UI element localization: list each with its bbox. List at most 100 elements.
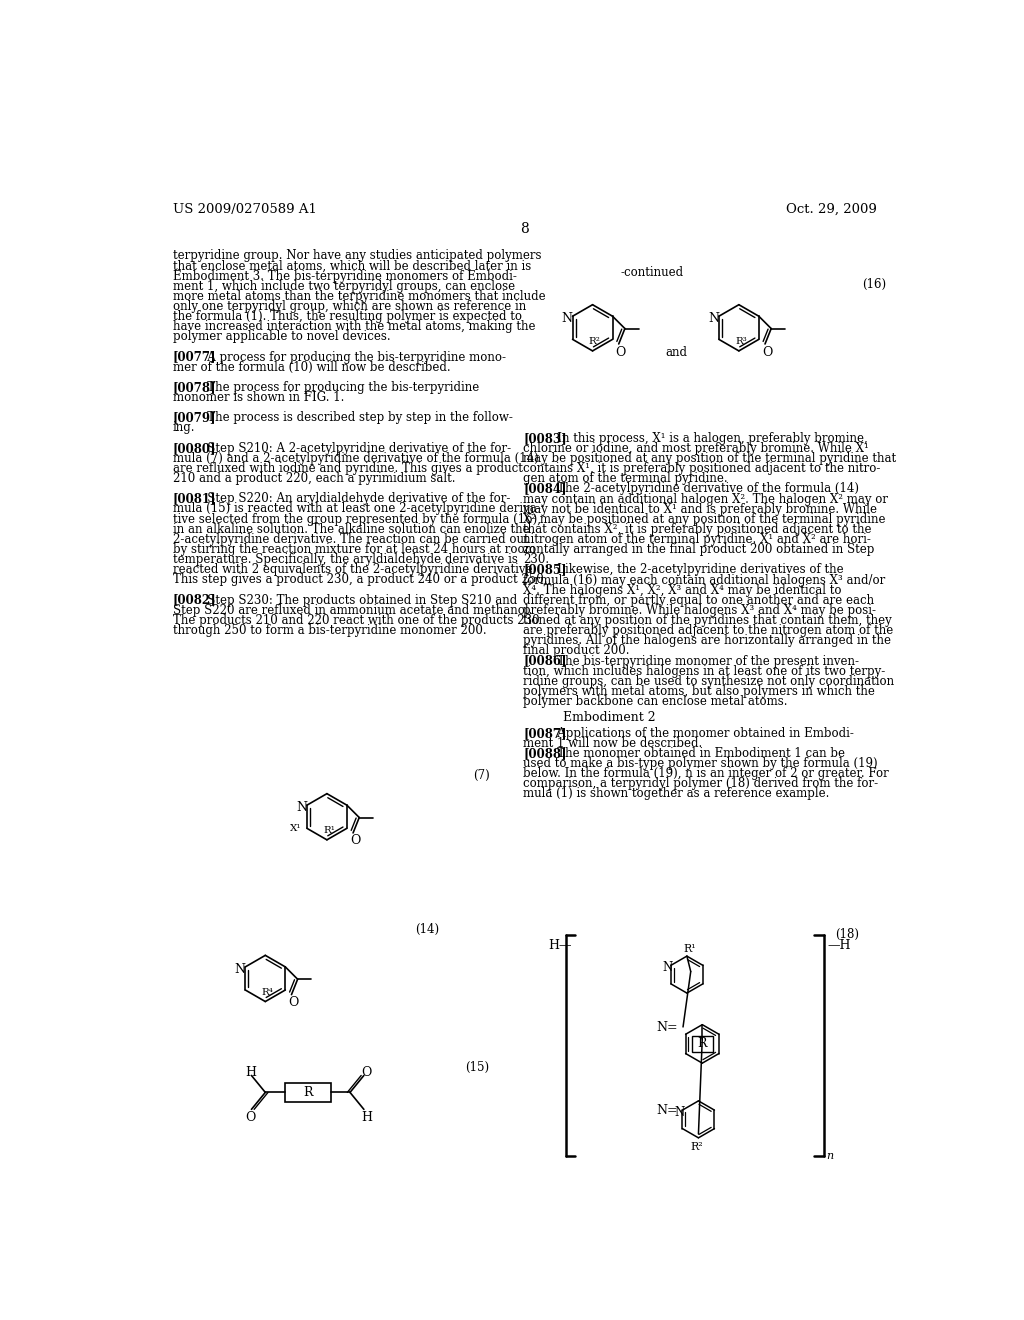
- Text: R³: R³: [735, 337, 746, 346]
- Text: 210 and a product 220, each a pyrimidium salt.: 210 and a product 220, each a pyrimidium…: [173, 473, 456, 484]
- Text: X⁴. The halogens X¹, X², X³ and X⁴ may be identical to: X⁴. The halogens X¹, X², X³ and X⁴ may b…: [523, 583, 842, 597]
- Text: H—: H—: [549, 940, 572, 952]
- Text: final product 200.: final product 200.: [523, 644, 630, 657]
- Text: (18): (18): [836, 928, 859, 941]
- Text: [0087]: [0087]: [523, 727, 566, 739]
- Text: O: O: [360, 1067, 371, 1080]
- Text: used to make a bis-type polymer shown by the formula (19): used to make a bis-type polymer shown by…: [523, 758, 878, 770]
- Text: O: O: [762, 346, 772, 359]
- Text: (7): (7): [473, 770, 489, 781]
- Text: X² may be positioned at any position of the terminal pyridine: X² may be positioned at any position of …: [523, 512, 886, 525]
- Text: comparison, a terpyridyl polymer (18) derived from the for-: comparison, a terpyridyl polymer (18) de…: [523, 777, 879, 791]
- Text: The monomer obtained in Embodiment 1 can be: The monomer obtained in Embodiment 1 can…: [547, 747, 846, 760]
- Text: polymers with metal atoms, but also polymers in which the: polymers with metal atoms, but also poly…: [523, 685, 876, 698]
- Text: N: N: [708, 313, 719, 326]
- Text: the formula (1). Thus, the resulting polymer is expected to: the formula (1). Thus, the resulting pol…: [173, 310, 522, 323]
- Text: The products 210 and 220 react with one of the products 230: The products 210 and 220 react with one …: [173, 614, 540, 627]
- Text: may not be identical to X¹ and is preferably bromine. While: may not be identical to X¹ and is prefer…: [523, 503, 878, 516]
- Text: Step S220 are refluxed in ammonium acetate and methanol.: Step S220 are refluxed in ammonium aceta…: [173, 603, 532, 616]
- Text: n: n: [826, 1151, 834, 1160]
- Text: R⁴: R⁴: [261, 987, 273, 997]
- Text: ridine groups, can be used to synthesize not only coordination: ridine groups, can be used to synthesize…: [523, 675, 894, 688]
- Text: and: and: [666, 346, 688, 359]
- Text: preferably bromine. While halogens X³ and X⁴ may be posi-: preferably bromine. While halogens X³ an…: [523, 603, 877, 616]
- Text: N: N: [663, 961, 673, 974]
- Text: by stirring the reaction mixture for at least 24 hours at room: by stirring the reaction mixture for at …: [173, 543, 536, 556]
- Text: The process is described step by step in the follow-: The process is described step by step in…: [196, 412, 513, 424]
- Text: X¹: X¹: [290, 824, 301, 833]
- Text: -continued: -continued: [621, 267, 683, 280]
- Text: N: N: [562, 313, 572, 326]
- Text: reacted with 2 equivalents of the 2-acetylpyridine derivative.: reacted with 2 equivalents of the 2-acet…: [173, 564, 537, 576]
- Text: mula (15) is reacted with at least one 2-acetylpyridine deriva-: mula (15) is reacted with at least one 2…: [173, 503, 541, 515]
- Text: tive selected from the group represented by the formula (16),: tive selected from the group represented…: [173, 512, 541, 525]
- Text: mula (7) and a 2-acetylpyridine derivative of the formula (14): mula (7) and a 2-acetylpyridine derivati…: [173, 451, 539, 465]
- Text: [0086]: [0086]: [523, 655, 566, 668]
- Text: Step S220: An aryldialdehyde derivative of the for-: Step S220: An aryldialdehyde derivative …: [196, 492, 510, 506]
- Text: chlorine or iodine, and most preferably bromine. While X¹: chlorine or iodine, and most preferably …: [523, 442, 869, 455]
- Text: ment 1 will now be described.: ment 1 will now be described.: [523, 737, 702, 750]
- Text: O: O: [289, 997, 299, 1010]
- Text: O: O: [615, 346, 626, 359]
- Text: Embodiment 3. The bis-terpyridine monomers of Embodi-: Embodiment 3. The bis-terpyridine monome…: [173, 269, 517, 282]
- Text: [0088]: [0088]: [523, 747, 566, 760]
- Text: that contains X², it is preferably positioned adjacent to the: that contains X², it is preferably posit…: [523, 523, 871, 536]
- Text: may be positioned at any position of the terminal pyridine that: may be positioned at any position of the…: [523, 451, 896, 465]
- Text: N: N: [296, 801, 307, 814]
- Text: The bis-terpyridine monomer of the present inven-: The bis-terpyridine monomer of the prese…: [547, 655, 859, 668]
- Text: The 2-acetylpyridine derivative of the formula (14): The 2-acetylpyridine derivative of the f…: [547, 482, 859, 495]
- Text: R: R: [697, 1038, 707, 1051]
- Text: The process for producing the bis-terpyridine: The process for producing the bis-terpyr…: [196, 381, 479, 393]
- Text: have increased interaction with the metal atoms, making the: have increased interaction with the meta…: [173, 321, 536, 333]
- Text: R¹: R¹: [683, 944, 695, 954]
- Text: R¹: R¹: [323, 826, 335, 836]
- Text: [0084]: [0084]: [523, 482, 566, 495]
- Bar: [285, 1084, 331, 1102]
- Bar: [691, 1036, 713, 1052]
- Text: [0083]: [0083]: [523, 432, 567, 445]
- Text: 8: 8: [520, 222, 529, 235]
- Text: —H: —H: [827, 940, 851, 952]
- Text: (14): (14): [416, 923, 439, 936]
- Text: [0077]: [0077]: [173, 351, 216, 363]
- Text: more metal atoms than the terpyridine monomers that include: more metal atoms than the terpyridine mo…: [173, 290, 546, 302]
- Text: tioned at any position of the pyridines that contain them, they: tioned at any position of the pyridines …: [523, 614, 892, 627]
- Text: only one terpyridyl group, which are shown as reference in: only one terpyridyl group, which are sho…: [173, 300, 526, 313]
- Text: A process for producing the bis-terpyridine mono-: A process for producing the bis-terpyrid…: [196, 351, 506, 363]
- Text: O: O: [350, 834, 360, 847]
- Text: temperature. Specifically, the aryldialdehyde derivative is: temperature. Specifically, the aryldiald…: [173, 553, 518, 566]
- Text: terpyridine group. Nor have any studies anticipated polymers: terpyridine group. Nor have any studies …: [173, 249, 542, 263]
- Text: are refluxed with iodine and pyridine. This gives a product: are refluxed with iodine and pyridine. T…: [173, 462, 523, 475]
- Text: gen atom of the terminal pyridine.: gen atom of the terminal pyridine.: [523, 473, 728, 486]
- Text: (15): (15): [466, 1061, 489, 1074]
- Text: H: H: [360, 1111, 372, 1123]
- Text: Embodiment 2: Embodiment 2: [563, 711, 655, 725]
- Text: R: R: [303, 1086, 312, 1100]
- Text: R²: R²: [691, 1142, 703, 1151]
- Text: pyridines. All of the halogens are horizontally arranged in the: pyridines. All of the halogens are horiz…: [523, 634, 891, 647]
- Text: [0079]: [0079]: [173, 412, 216, 424]
- Text: N=: N=: [656, 1104, 678, 1117]
- Text: are preferably positioned adjacent to the nitrogen atom of the: are preferably positioned adjacent to th…: [523, 624, 894, 638]
- Text: O: O: [246, 1111, 256, 1123]
- Text: R²: R²: [589, 337, 601, 346]
- Text: Step S210: A 2-acetylpyridine derivative of the for-: Step S210: A 2-acetylpyridine derivative…: [196, 442, 511, 454]
- Text: Applications of the monomer obtained in Embodi-: Applications of the monomer obtained in …: [547, 727, 854, 739]
- Text: Oct. 29, 2009: Oct. 29, 2009: [785, 203, 877, 216]
- Text: H: H: [246, 1067, 256, 1080]
- Text: N: N: [234, 964, 246, 975]
- Text: nitrogen atom of the terminal pyridine. X¹ and X² are hori-: nitrogen atom of the terminal pyridine. …: [523, 533, 871, 546]
- Text: US 2009/0270589 A1: US 2009/0270589 A1: [173, 203, 316, 216]
- Text: In this process, X¹ is a halogen, preferably bromine,: In this process, X¹ is a halogen, prefer…: [547, 432, 868, 445]
- Text: through 250 to form a bis-terpyridine monomer 200.: through 250 to form a bis-terpyridine mo…: [173, 624, 486, 638]
- Text: tion, which includes halogens in at least one of its two terpy-: tion, which includes halogens in at leas…: [523, 665, 886, 677]
- Text: [0085]: [0085]: [523, 564, 566, 577]
- Text: ment 1, which include two terpyridyl groups, can enclose: ment 1, which include two terpyridyl gro…: [173, 280, 515, 293]
- Text: polymer backbone can enclose metal atoms.: polymer backbone can enclose metal atoms…: [523, 696, 787, 708]
- Text: monomer is shown in FIG. 1.: monomer is shown in FIG. 1.: [173, 391, 344, 404]
- Text: [0081]: [0081]: [173, 492, 216, 506]
- Text: may contain an additional halogen X². The halogen X² may or: may contain an additional halogen X². Th…: [523, 492, 888, 506]
- Text: [0078]: [0078]: [173, 381, 216, 393]
- Text: zontally arranged in the final product 200 obtained in Step: zontally arranged in the final product 2…: [523, 543, 874, 556]
- Text: ing.: ing.: [173, 421, 196, 434]
